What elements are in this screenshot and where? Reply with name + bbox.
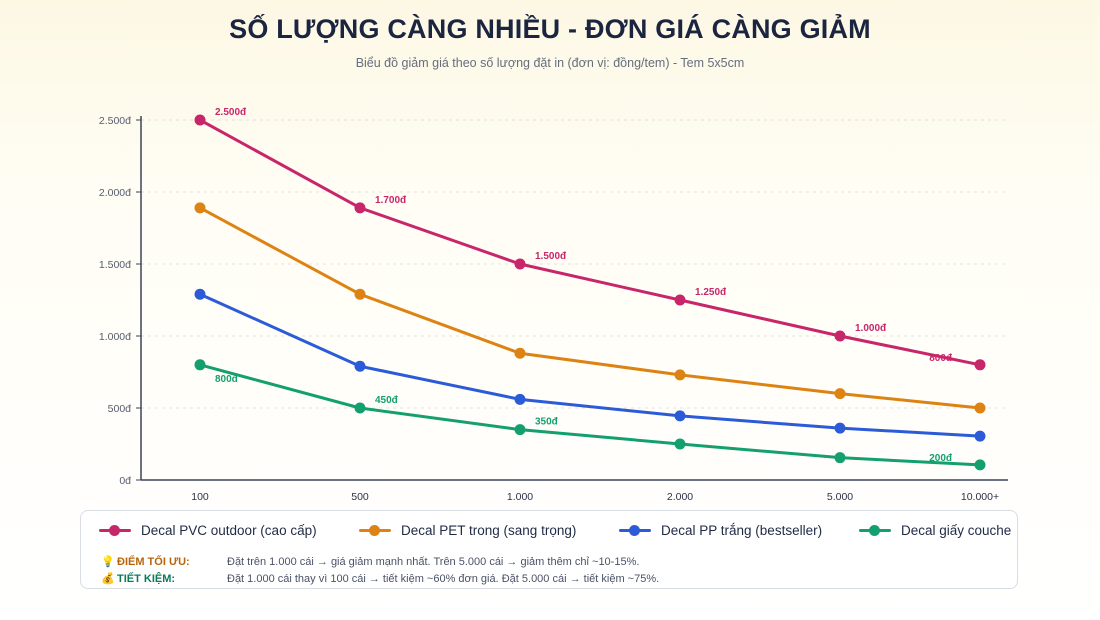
series-line (198, 206, 982, 410)
series-line (198, 292, 982, 438)
legend-swatch-icon (99, 522, 131, 538)
data-point (354, 288, 366, 300)
data-point (674, 294, 686, 306)
lightbulb-icon: 💡 (101, 556, 115, 568)
data-point (194, 288, 206, 300)
x-tick-label: 2.000 (667, 491, 693, 503)
data-point (974, 430, 986, 442)
data-point (354, 202, 366, 214)
series-line (198, 118, 982, 367)
y-tick-label: 1.000đ (99, 331, 131, 343)
data-label: 1.500đ (535, 251, 567, 262)
legend-item-pp[interactable]: Decal PP trắng (bestseller) (619, 522, 859, 538)
x-tick-label: 10.000+ (961, 491, 999, 503)
note-text: Đặt 1.000 cái thay vì 100 cái → tiết kiệ… (227, 572, 660, 585)
grid-lines (141, 119, 1008, 409)
data-point (514, 424, 526, 436)
money-bag-icon: 💰 (101, 573, 115, 585)
axes (136, 116, 1008, 481)
legend-label: Decal giấy couche (901, 522, 1012, 538)
legend-item-pvc[interactable]: Decal PVC outdoor (cao cấp) (99, 522, 359, 538)
chart-title: SỐ LƯỢNG CÀNG NHIỀU - ĐƠN GIÁ CÀNG GIẢM (229, 14, 871, 44)
chart-subtitle: Biểu đồ giảm giá theo số lượng đặt in (đ… (355, 56, 745, 70)
data-point (834, 452, 846, 464)
legend-label: Decal PET trong (sang trọng) (401, 522, 577, 538)
legend-item-pet[interactable]: Decal PET trong (sang trọng) (359, 522, 619, 538)
note-optimal: 💡 ĐIỂM TỐI ƯU: Đặt trên 1.000 cái → giá … (101, 555, 640, 569)
line-chart: 0đ 500đ 1.000đ 1.500đ 2.000đ 2.500đ 100 500 1.0… (99, 107, 1008, 503)
data-label: 1.700đ (375, 195, 407, 206)
x-tick-labels: 100 500 1.000 2.000 5.000 10.000+ (191, 491, 999, 503)
data-point (514, 347, 526, 359)
data-label: 350đ (535, 417, 559, 428)
data-point (974, 359, 986, 371)
y-tick-label: 2.000đ (99, 187, 131, 199)
legend-item-couche[interactable]: Decal giấy couche (859, 522, 1011, 538)
note-tag: ĐIỂM TỐI ƯU: (117, 555, 190, 568)
data-label: 2.500đ (215, 107, 247, 118)
y-tick-labels: 0đ 500đ 1.000đ 1.500đ 2.000đ 2.500đ (99, 115, 131, 487)
data-labels: 2.500đ 1.700đ 1.500đ 1.250đ 1.000đ 800đ 800đ 45… (215, 107, 953, 464)
data-point (674, 410, 686, 422)
x-tick-label: 1.000 (507, 491, 533, 503)
data-point (354, 402, 366, 414)
x-tick-label: 500 (351, 491, 369, 503)
series-lines (194, 114, 986, 471)
legend-panel: Decal PVC outdoor (cao cấp) Decal PET tr… (80, 510, 1018, 589)
legend-swatch-icon (619, 522, 651, 538)
data-label: 1.000đ (855, 323, 887, 334)
data-point (514, 258, 526, 270)
data-point (674, 369, 686, 381)
data-point (514, 393, 526, 405)
data-point (674, 438, 686, 450)
data-point (834, 330, 846, 342)
data-point (834, 388, 846, 400)
data-point (834, 422, 846, 434)
note-text: Đặt trên 1.000 cái → giá giảm mạnh nhất.… (227, 555, 640, 568)
note-tag: TIẾT KIỆM: (117, 572, 176, 585)
x-tick-label: 100 (191, 491, 209, 503)
y-tick-label: 1.500đ (99, 259, 131, 271)
data-label: 1.250đ (695, 287, 727, 298)
data-point (974, 402, 986, 414)
legend-swatch-icon (859, 522, 891, 538)
data-label: 450đ (375, 395, 399, 406)
x-tick-label: 5.000 (827, 491, 853, 503)
series-line (198, 363, 982, 467)
legend-label: Decal PVC outdoor (cao cấp) (141, 522, 317, 538)
y-tick-label: 2.500đ (99, 115, 131, 127)
legend: Decal PVC outdoor (cao cấp) Decal PET tr… (99, 522, 1011, 538)
legend-label: Decal PP trắng (bestseller) (661, 522, 823, 538)
data-point (194, 359, 206, 371)
data-point (194, 202, 206, 214)
legend-swatch-icon (359, 522, 391, 538)
data-point (194, 114, 206, 126)
note-savings: 💰 TIẾT KIỆM: Đặt 1.000 cái thay vì 100 c… (101, 572, 660, 586)
y-tick-label: 500đ (108, 403, 132, 415)
data-label: 800đ (215, 374, 239, 385)
data-label: 800đ (929, 353, 953, 364)
y-tick-label: 0đ (119, 475, 131, 487)
data-label: 200đ (929, 453, 953, 464)
data-point (354, 360, 366, 372)
data-point (974, 459, 986, 471)
